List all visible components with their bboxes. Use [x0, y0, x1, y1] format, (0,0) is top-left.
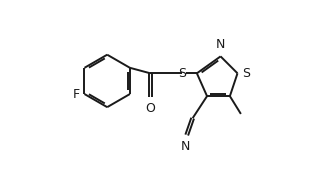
Text: O: O	[145, 102, 155, 115]
Text: F: F	[73, 88, 80, 101]
Text: N: N	[216, 38, 225, 51]
Text: N: N	[181, 140, 191, 153]
Text: S: S	[178, 67, 187, 80]
Text: S: S	[242, 67, 250, 80]
